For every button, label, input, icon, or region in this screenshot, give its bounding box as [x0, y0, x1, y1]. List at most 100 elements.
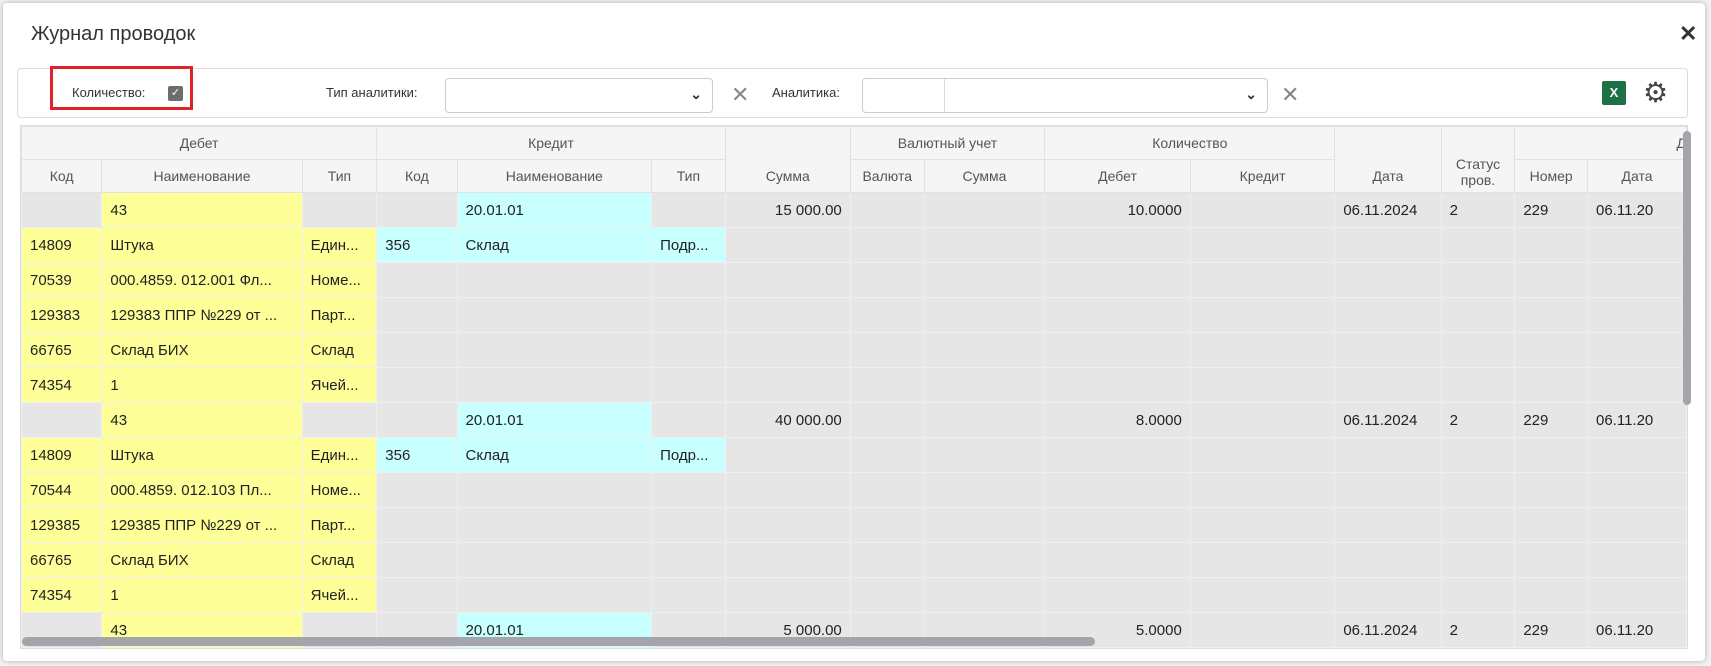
header-qty-credit[interactable]: Кредит	[1189, 159, 1336, 193]
header-status[interactable]: Статус пров.	[1440, 126, 1516, 193]
gear-icon[interactable]: ⚙	[1643, 77, 1669, 108]
status: 2	[1440, 402, 1516, 438]
table-cell	[1514, 507, 1588, 543]
debit-analytic-type: Номе...	[301, 262, 378, 298]
table-cell	[849, 367, 925, 403]
debit-analytic-type: Номе...	[301, 472, 378, 508]
table-cell	[1189, 262, 1336, 298]
table-cell	[1189, 227, 1336, 263]
table-row[interactable]: 14809 Штука Един... 356 Склад Подр...	[21, 437, 1687, 473]
table-cell	[1587, 227, 1687, 263]
header-debit-name[interactable]: Наименование	[101, 159, 303, 193]
table-row[interactable]: 66765 Склад БИХ Склад	[21, 332, 1687, 368]
horizontal-scrollbar[interactable]	[22, 637, 1095, 646]
debit-analytic-code: 74354	[21, 367, 103, 403]
excel-export-icon[interactable]: X	[1602, 81, 1626, 105]
debit-analytic-type: Парт...	[301, 507, 378, 543]
clear-analytics-icon[interactable]: ✕	[1281, 82, 1300, 107]
analytics-select[interactable]: ⌄	[862, 78, 1268, 113]
table-cell	[724, 472, 851, 508]
credit-analytic-name: Склад	[456, 227, 653, 263]
debit-analytic-type: Ячей...	[301, 367, 378, 403]
header-date[interactable]: Дата	[1334, 126, 1442, 193]
credit-analytic-type	[651, 297, 726, 333]
doc-number: 229	[1514, 612, 1588, 648]
header-currency-sum[interactable]: Сумма	[923, 159, 1046, 193]
debit-analytic-name: 1	[101, 577, 303, 613]
credit-analytic-type: Подр...	[651, 437, 726, 473]
entries-table: Дебет Кредит Сумма Валютный учет Количес…	[20, 125, 1688, 649]
table-cell	[849, 472, 925, 508]
table-cell	[1334, 227, 1442, 263]
header-sum[interactable]: Сумма	[724, 126, 851, 193]
table-row[interactable]: 66765 Склад БИХ Склад	[21, 542, 1687, 578]
header-debit-code[interactable]: Код	[21, 159, 103, 193]
table-cell	[923, 472, 1046, 508]
table-cell	[849, 507, 925, 543]
table-cell	[1587, 262, 1687, 298]
credit-analytic-code: 356	[376, 227, 458, 263]
header-doc-date[interactable]: Дата	[1587, 159, 1687, 193]
debit-analytic-name: 000.4859. 012.103 Пл...	[101, 472, 303, 508]
vertical-scrollbar[interactable]	[1683, 131, 1691, 405]
debit-type	[301, 192, 378, 228]
credit-analytic-code	[376, 332, 458, 368]
table-cell	[1587, 437, 1687, 473]
table-cell	[1587, 542, 1687, 578]
header-credit-type[interactable]: Тип	[651, 159, 726, 193]
table-row[interactable]: 74354 1 Ячей...	[21, 367, 1687, 403]
table-cell	[1334, 367, 1442, 403]
credit-analytic-code	[376, 577, 458, 613]
table-cell	[1189, 437, 1336, 473]
header-currency-code[interactable]: Валюта	[849, 159, 925, 193]
table-row[interactable]: 14809 Штука Един... 356 Склад Подр...	[21, 227, 1687, 263]
table-cell	[849, 437, 925, 473]
table-cell	[1587, 507, 1687, 543]
debit-analytic-code: 74354	[21, 577, 103, 613]
analytics-type-label: Тип аналитики:	[326, 85, 418, 100]
debit-analytic-code: 14809	[21, 437, 103, 473]
currency	[849, 402, 925, 438]
debit-type	[301, 402, 378, 438]
table-row[interactable]: 43 20.01.01 40 000.00 8.0000 06.11.2024 2 229 0…	[21, 402, 1687, 438]
table-cell	[1440, 437, 1516, 473]
header-credit-name[interactable]: Наименование	[456, 159, 653, 193]
table-cell	[1587, 332, 1687, 368]
credit-type	[651, 402, 726, 438]
quantity-checkbox[interactable]: ✓	[168, 86, 183, 101]
table-cell	[1334, 507, 1442, 543]
analytics-type-select[interactable]: ⌄	[445, 78, 713, 113]
table-cell	[1189, 367, 1336, 403]
credit-analytic-type	[651, 507, 726, 543]
credit-code	[376, 402, 458, 438]
table-row[interactable]: 129385 129385 ППР №229 от ... Парт...	[21, 507, 1687, 543]
table-row[interactable]: 70544 000.4859. 012.103 Пл... Номе...	[21, 472, 1687, 508]
table-cell	[923, 577, 1046, 613]
table-row[interactable]: 43 20.01.01 15 000.00 10.0000 06.11.2024 2 229…	[21, 192, 1687, 228]
table-row[interactable]: 74354 1 Ячей...	[21, 577, 1687, 613]
debit-analytic-code: 14809	[21, 227, 103, 263]
table-cell	[849, 262, 925, 298]
table-cell	[1440, 227, 1516, 263]
header-credit-code[interactable]: Код	[376, 159, 458, 193]
table-cell	[724, 297, 851, 333]
qty-credit	[1189, 192, 1336, 228]
credit-analytic-code	[376, 262, 458, 298]
table-cell	[1514, 542, 1588, 578]
header-debit-type[interactable]: Тип	[301, 159, 378, 193]
header-debit: Дебет	[21, 126, 378, 160]
debit-account: 43	[101, 402, 303, 438]
credit-analytic-name	[456, 367, 653, 403]
credit-analytic-type	[651, 542, 726, 578]
table-row[interactable]: 129383 129383 ППР №229 от ... Парт...	[21, 297, 1687, 333]
clear-analytics-type-icon[interactable]: ✕	[731, 82, 750, 107]
credit-analytic-type	[651, 367, 726, 403]
table-cell	[1514, 472, 1588, 508]
table-row[interactable]: 70539 000.4859. 012.001 Фл... Номе...	[21, 262, 1687, 298]
header-qty-debit[interactable]: Дебет	[1044, 159, 1191, 193]
close-icon[interactable]: ✕	[1679, 21, 1698, 46]
credit-analytic-code	[376, 507, 458, 543]
filter-bar	[17, 68, 1688, 118]
header-doc-number[interactable]: Номер	[1514, 159, 1588, 193]
debit-analytic-name: 129383 ППР №229 от ...	[101, 297, 303, 333]
